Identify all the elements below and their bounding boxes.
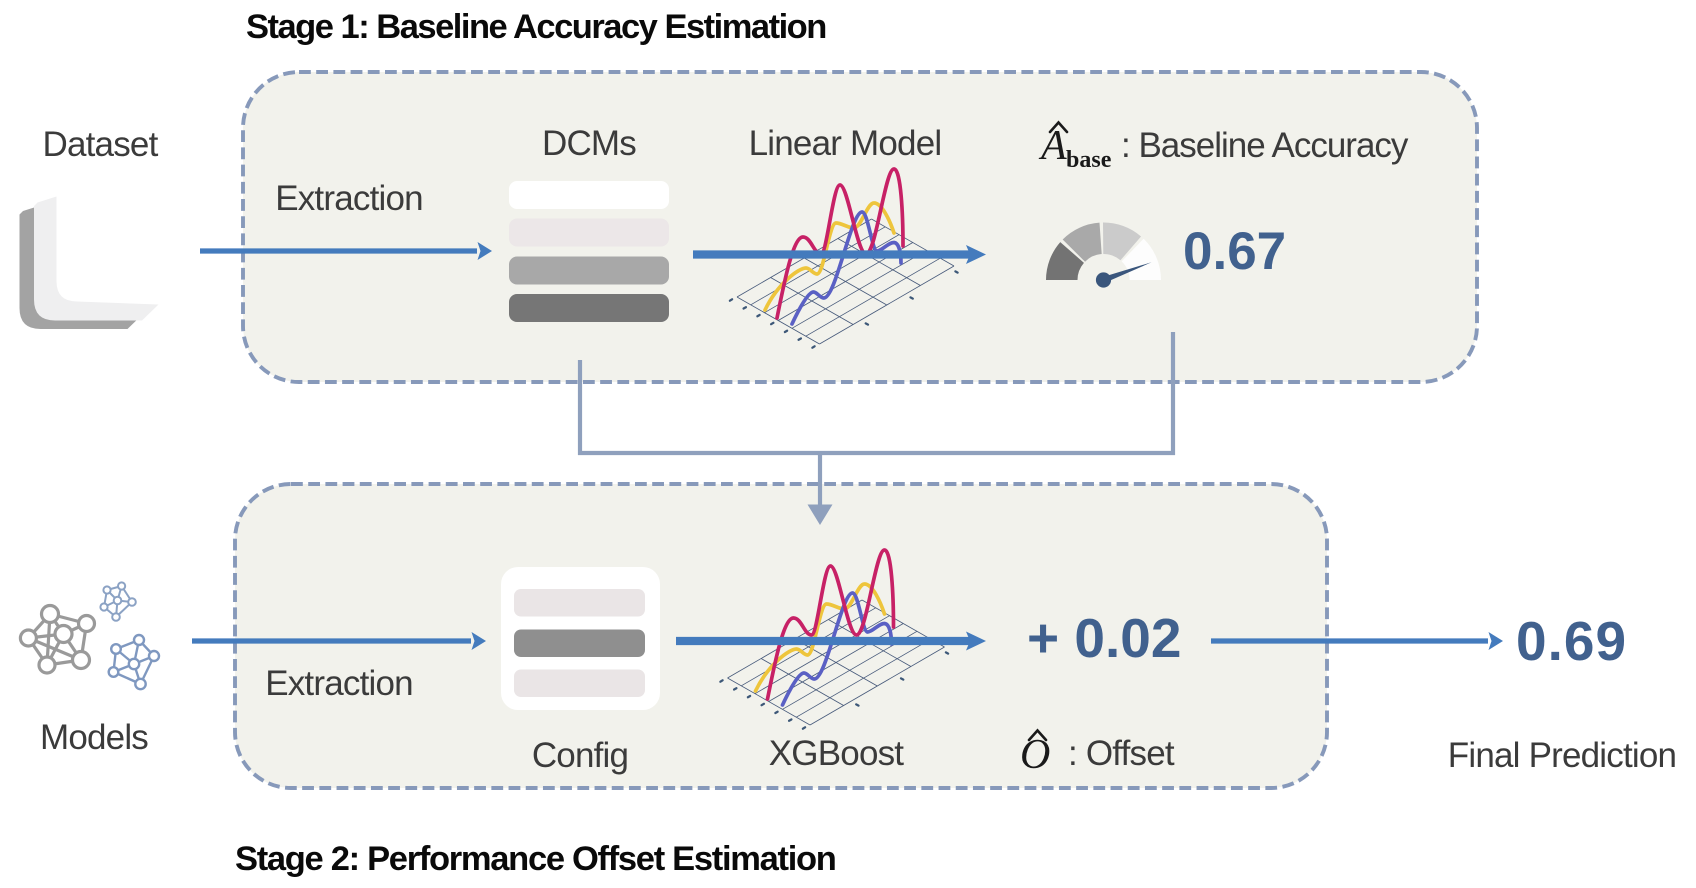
svg-text:XGBoost: XGBoost	[769, 734, 905, 773]
svg-text:Final Prediction: Final Prediction	[1448, 736, 1676, 775]
svg-text:0.67: 0.67	[1183, 222, 1286, 281]
svg-text:Models: Models	[40, 718, 148, 757]
svg-text:+ 0.02: + 0.02	[1027, 607, 1181, 669]
svg-text:Extraction: Extraction	[275, 179, 423, 218]
svg-text:DCMs: DCMs	[542, 124, 636, 163]
svg-text:Stage 1: Baseline Accuracy Est: Stage 1: Baseline Accuracy Estimation	[246, 8, 826, 46]
svg-text:: Baseline Accuracy: : Baseline Accuracy	[1121, 126, 1409, 165]
svg-text:Dataset: Dataset	[42, 125, 158, 164]
svg-text:: Offset: : Offset	[1068, 734, 1175, 773]
svg-text:0.69: 0.69	[1516, 610, 1627, 672]
svg-text:Linear Model: Linear Model	[749, 124, 942, 163]
svg-text:Extraction: Extraction	[265, 664, 413, 703]
svg-text:Config: Config	[532, 736, 628, 775]
svg-text:Stage 2: Performance Offset Es: Stage 2: Performance Offset Estimation	[235, 840, 836, 878]
svg-text:base: base	[1066, 147, 1112, 173]
